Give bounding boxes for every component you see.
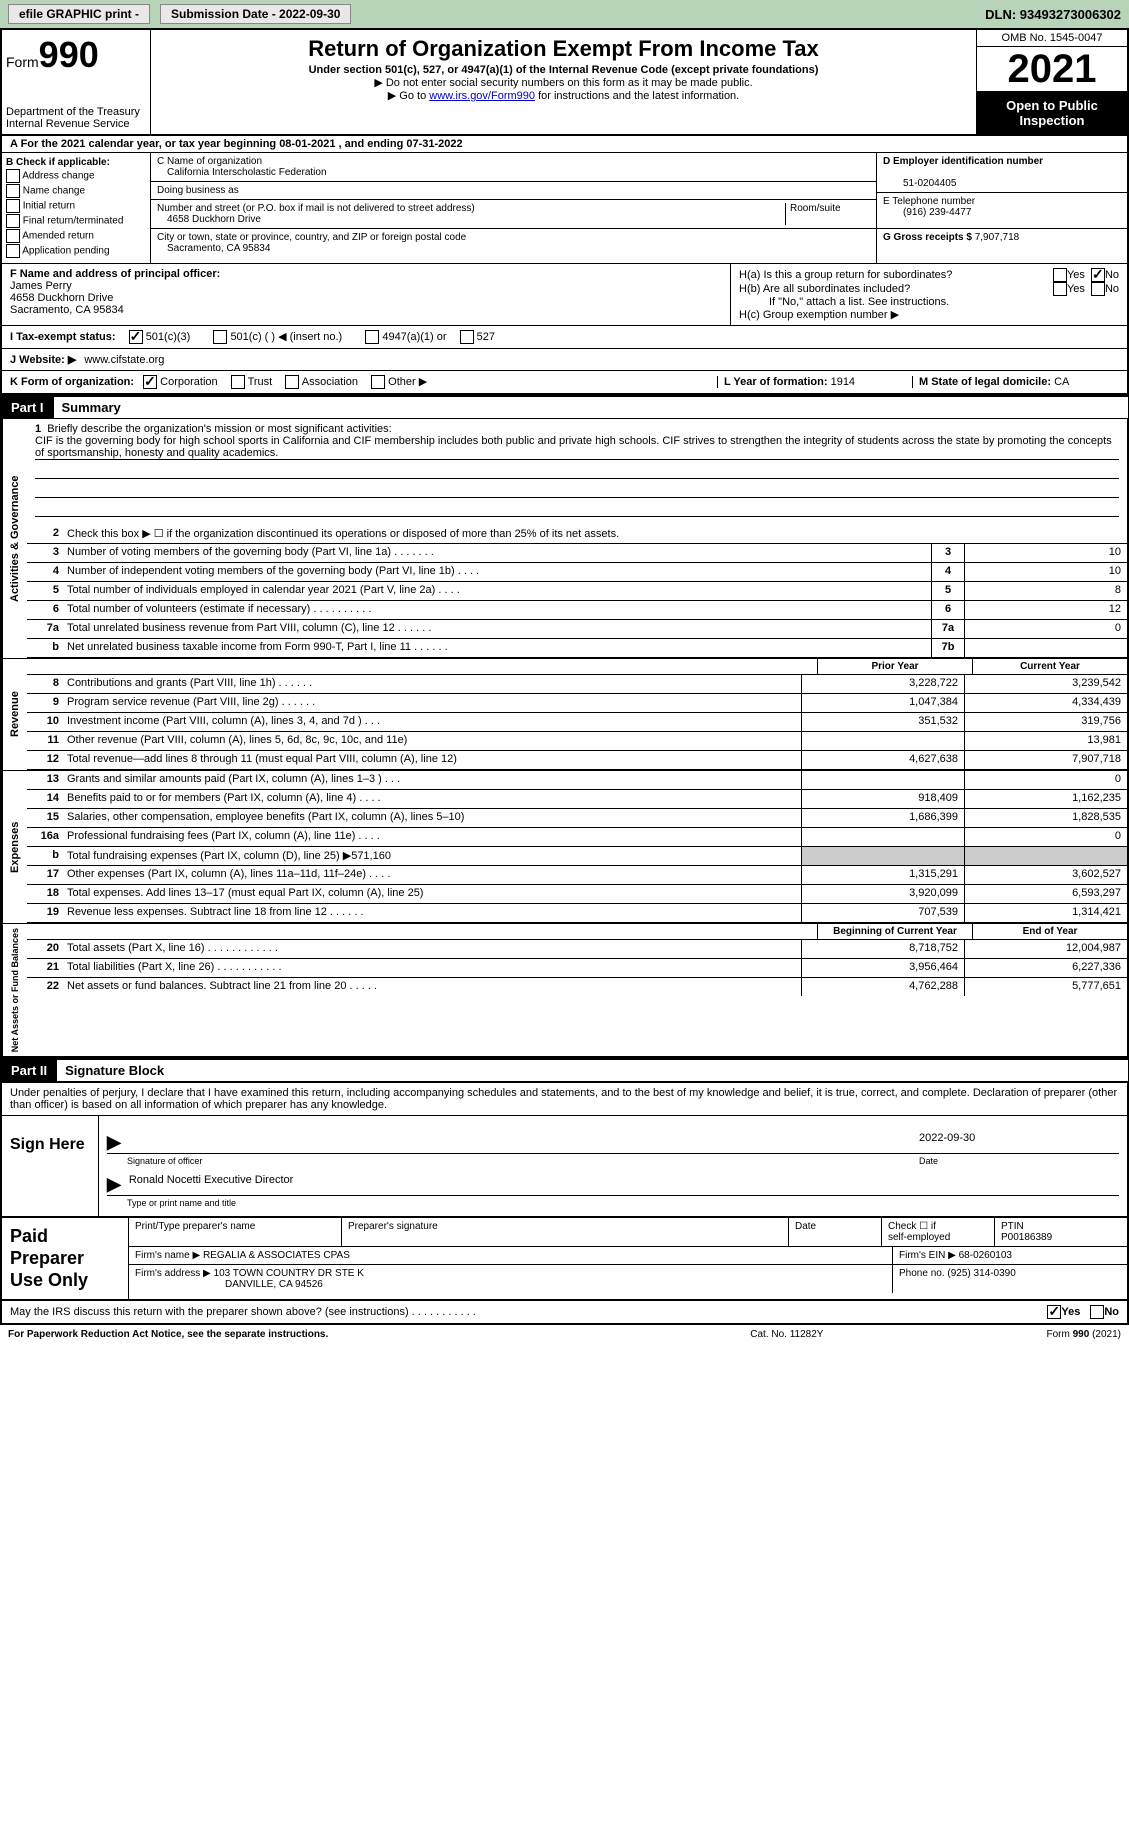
group-return: H(a) Is this a group return for subordin…	[730, 264, 1127, 325]
top-bar: efile GRAPHIC print - Submission Date - …	[0, 0, 1129, 29]
line-10: 10Investment income (Part VIII, column (…	[27, 713, 1127, 732]
col-headers-na: Beginning of Current Year End of Year	[27, 924, 1127, 940]
preparer-row1: Print/Type preparer's name Preparer's si…	[129, 1218, 1127, 1247]
line-8: 8Contributions and grants (Part VIII, li…	[27, 675, 1127, 694]
submission-date: Submission Date - 2022-09-30	[160, 4, 351, 24]
dln: DLN: 93493273006302	[985, 7, 1121, 22]
efile-print-button[interactable]: efile GRAPHIC print -	[8, 4, 150, 24]
vlabel-expenses: Expenses	[2, 771, 27, 923]
line-14: 14Benefits paid to or for members (Part …	[27, 790, 1127, 809]
line-11: 11Other revenue (Part VIII, column (A), …	[27, 732, 1127, 751]
state-domicile: M State of legal domicile: CA	[912, 376, 1119, 388]
line-9: 9Program service revenue (Part VIII, lin…	[27, 694, 1127, 713]
line-20: 20Total assets (Part X, line 16) . . . .…	[27, 940, 1127, 959]
cb-assoc[interactable]	[285, 375, 299, 389]
preparer-addr-row: Firm's address ▶ 103 TOWN COUNTRY DR STE…	[129, 1265, 1127, 1293]
line-19: 19Revenue less expenses. Subtract line 1…	[27, 904, 1127, 923]
sign-here-label: Sign Here	[2, 1116, 99, 1216]
omb-number: OMB No. 1545-0047	[977, 30, 1127, 47]
note-ssn: ▶ Do not enter social security numbers o…	[155, 76, 972, 89]
vlabel-activities: Activities & Governance	[2, 419, 27, 658]
page-footer: For Paperwork Reduction Act Notice, see …	[0, 1324, 1129, 1344]
form-subtitle: Under section 501(c), 527, or 4947(a)(1)…	[155, 64, 972, 76]
dba-cell: Doing business as	[151, 182, 876, 200]
dept-treasury: Department of the Treasury Internal Reve…	[6, 106, 146, 130]
line-18: 18Total expenses. Add lines 13–17 (must …	[27, 885, 1127, 904]
line-17: 17Other expenses (Part IX, column (A), l…	[27, 866, 1127, 885]
form-of-org: K Form of organization: Corporation Trus…	[10, 375, 709, 389]
cb-other[interactable]	[371, 375, 385, 389]
ein-cell: D Employer identification number 51-0204…	[877, 153, 1127, 193]
cb-trust[interactable]	[231, 375, 245, 389]
line-5: 5Total number of individuals employed in…	[27, 582, 1127, 601]
mission-block: 1 Briefly describe the organization's mi…	[27, 419, 1127, 525]
cb-final-return[interactable]: Final return/terminated	[6, 214, 146, 228]
city-cell: City or town, state or province, country…	[151, 229, 876, 257]
website-value: www.cifstate.org	[84, 354, 164, 366]
tax-year: 2021	[977, 47, 1127, 92]
cb-hb-yes[interactable]	[1053, 282, 1067, 296]
line-4: 4Number of independent voting members of…	[27, 563, 1127, 582]
line-3: 3Number of voting members of the governi…	[27, 544, 1127, 563]
line-21: 21Total liabilities (Part X, line 26) . …	[27, 959, 1127, 978]
section-b-checkboxes: B Check if applicable: Address change Na…	[2, 153, 151, 263]
cb-501c3[interactable]	[129, 330, 143, 344]
note-link: ▶ Go to www.irs.gov/Form990 for instruct…	[155, 89, 972, 102]
part1-header: Part I Summary	[0, 395, 1129, 419]
cb-527[interactable]	[460, 330, 474, 344]
part2-header: Part II Signature Block	[0, 1058, 1129, 1082]
line-2: 2Check this box ▶ ☐ if the organization …	[27, 525, 1127, 544]
cb-501c[interactable]	[213, 330, 227, 344]
phone-cell: E Telephone number (916) 239-4477	[877, 193, 1127, 229]
irs-link[interactable]: www.irs.gov/Form990	[429, 90, 535, 102]
perjury-declaration: Under penalties of perjury, I declare th…	[2, 1083, 1127, 1116]
org-name-cell: C Name of organization California Inters…	[151, 153, 876, 182]
line-15: 15Salaries, other compensation, employee…	[27, 809, 1127, 828]
line-6: 6Total number of volunteers (estimate if…	[27, 601, 1127, 620]
cb-app-pending[interactable]: Application pending	[6, 244, 146, 258]
website-label: J Website: ▶	[10, 353, 76, 366]
cb-corp[interactable]	[143, 375, 157, 389]
form-title: Return of Organization Exempt From Incom…	[155, 36, 972, 62]
line-12: 12Total revenue—add lines 8 through 11 (…	[27, 751, 1127, 770]
form-header: Form990 Department of the Treasury Inter…	[0, 29, 1129, 136]
vlabel-net-assets: Net Assets or Fund Balances	[2, 924, 27, 1056]
form-number: Form990	[6, 34, 146, 76]
row-a-tax-year: A For the 2021 calendar year, or tax yea…	[0, 136, 1129, 153]
line-7a: 7aTotal unrelated business revenue from …	[27, 620, 1127, 639]
cb-discuss-yes[interactable]	[1047, 1305, 1061, 1319]
line-22: 22Net assets or fund balances. Subtract …	[27, 978, 1127, 996]
cb-initial-return[interactable]: Initial return	[6, 199, 146, 213]
tax-exempt-status: I Tax-exempt status: 501(c)(3) 501(c) ( …	[10, 330, 1119, 344]
open-inspection: Open to Public Inspection	[977, 92, 1127, 134]
cb-ha-yes[interactable]	[1053, 268, 1067, 282]
col-headers-rev: Prior Year Current Year	[27, 659, 1127, 675]
cb-hb-no[interactable]	[1091, 282, 1105, 296]
vlabel-revenue: Revenue	[2, 659, 27, 770]
line-7b: bNet unrelated business taxable income f…	[27, 639, 1127, 658]
cb-amended[interactable]: Amended return	[6, 229, 146, 243]
line-16b: bTotal fundraising expenses (Part IX, co…	[27, 847, 1127, 866]
gross-receipts-cell: G Gross receipts $ 7,907,718	[877, 229, 1127, 264]
principal-officer: F Name and address of principal officer:…	[2, 264, 730, 325]
line-13: 13Grants and similar amounts paid (Part …	[27, 771, 1127, 790]
cb-4947[interactable]	[365, 330, 379, 344]
irs-discuss-row: May the IRS discuss this return with the…	[0, 1301, 1129, 1324]
cb-address-change[interactable]: Address change	[6, 169, 146, 183]
line-16a: 16aProfessional fundraising fees (Part I…	[27, 828, 1127, 847]
year-formation: L Year of formation: 1914	[717, 376, 904, 388]
signature-line[interactable]: ▶ 2022-09-30	[107, 1132, 1119, 1154]
officer-name-line: ▶ Ronald Nocetti Executive Director	[107, 1174, 1119, 1196]
address-cell: Number and street (or P.O. box if mail i…	[151, 200, 876, 229]
cb-name-change[interactable]: Name change	[6, 184, 146, 198]
paid-preparer-label: Paid Preparer Use Only	[2, 1218, 129, 1299]
cb-discuss-no[interactable]	[1090, 1305, 1104, 1319]
cb-ha-no[interactable]	[1091, 268, 1105, 282]
preparer-firm-row: Firm's name ▶ REGALIA & ASSOCIATES CPAS …	[129, 1247, 1127, 1265]
